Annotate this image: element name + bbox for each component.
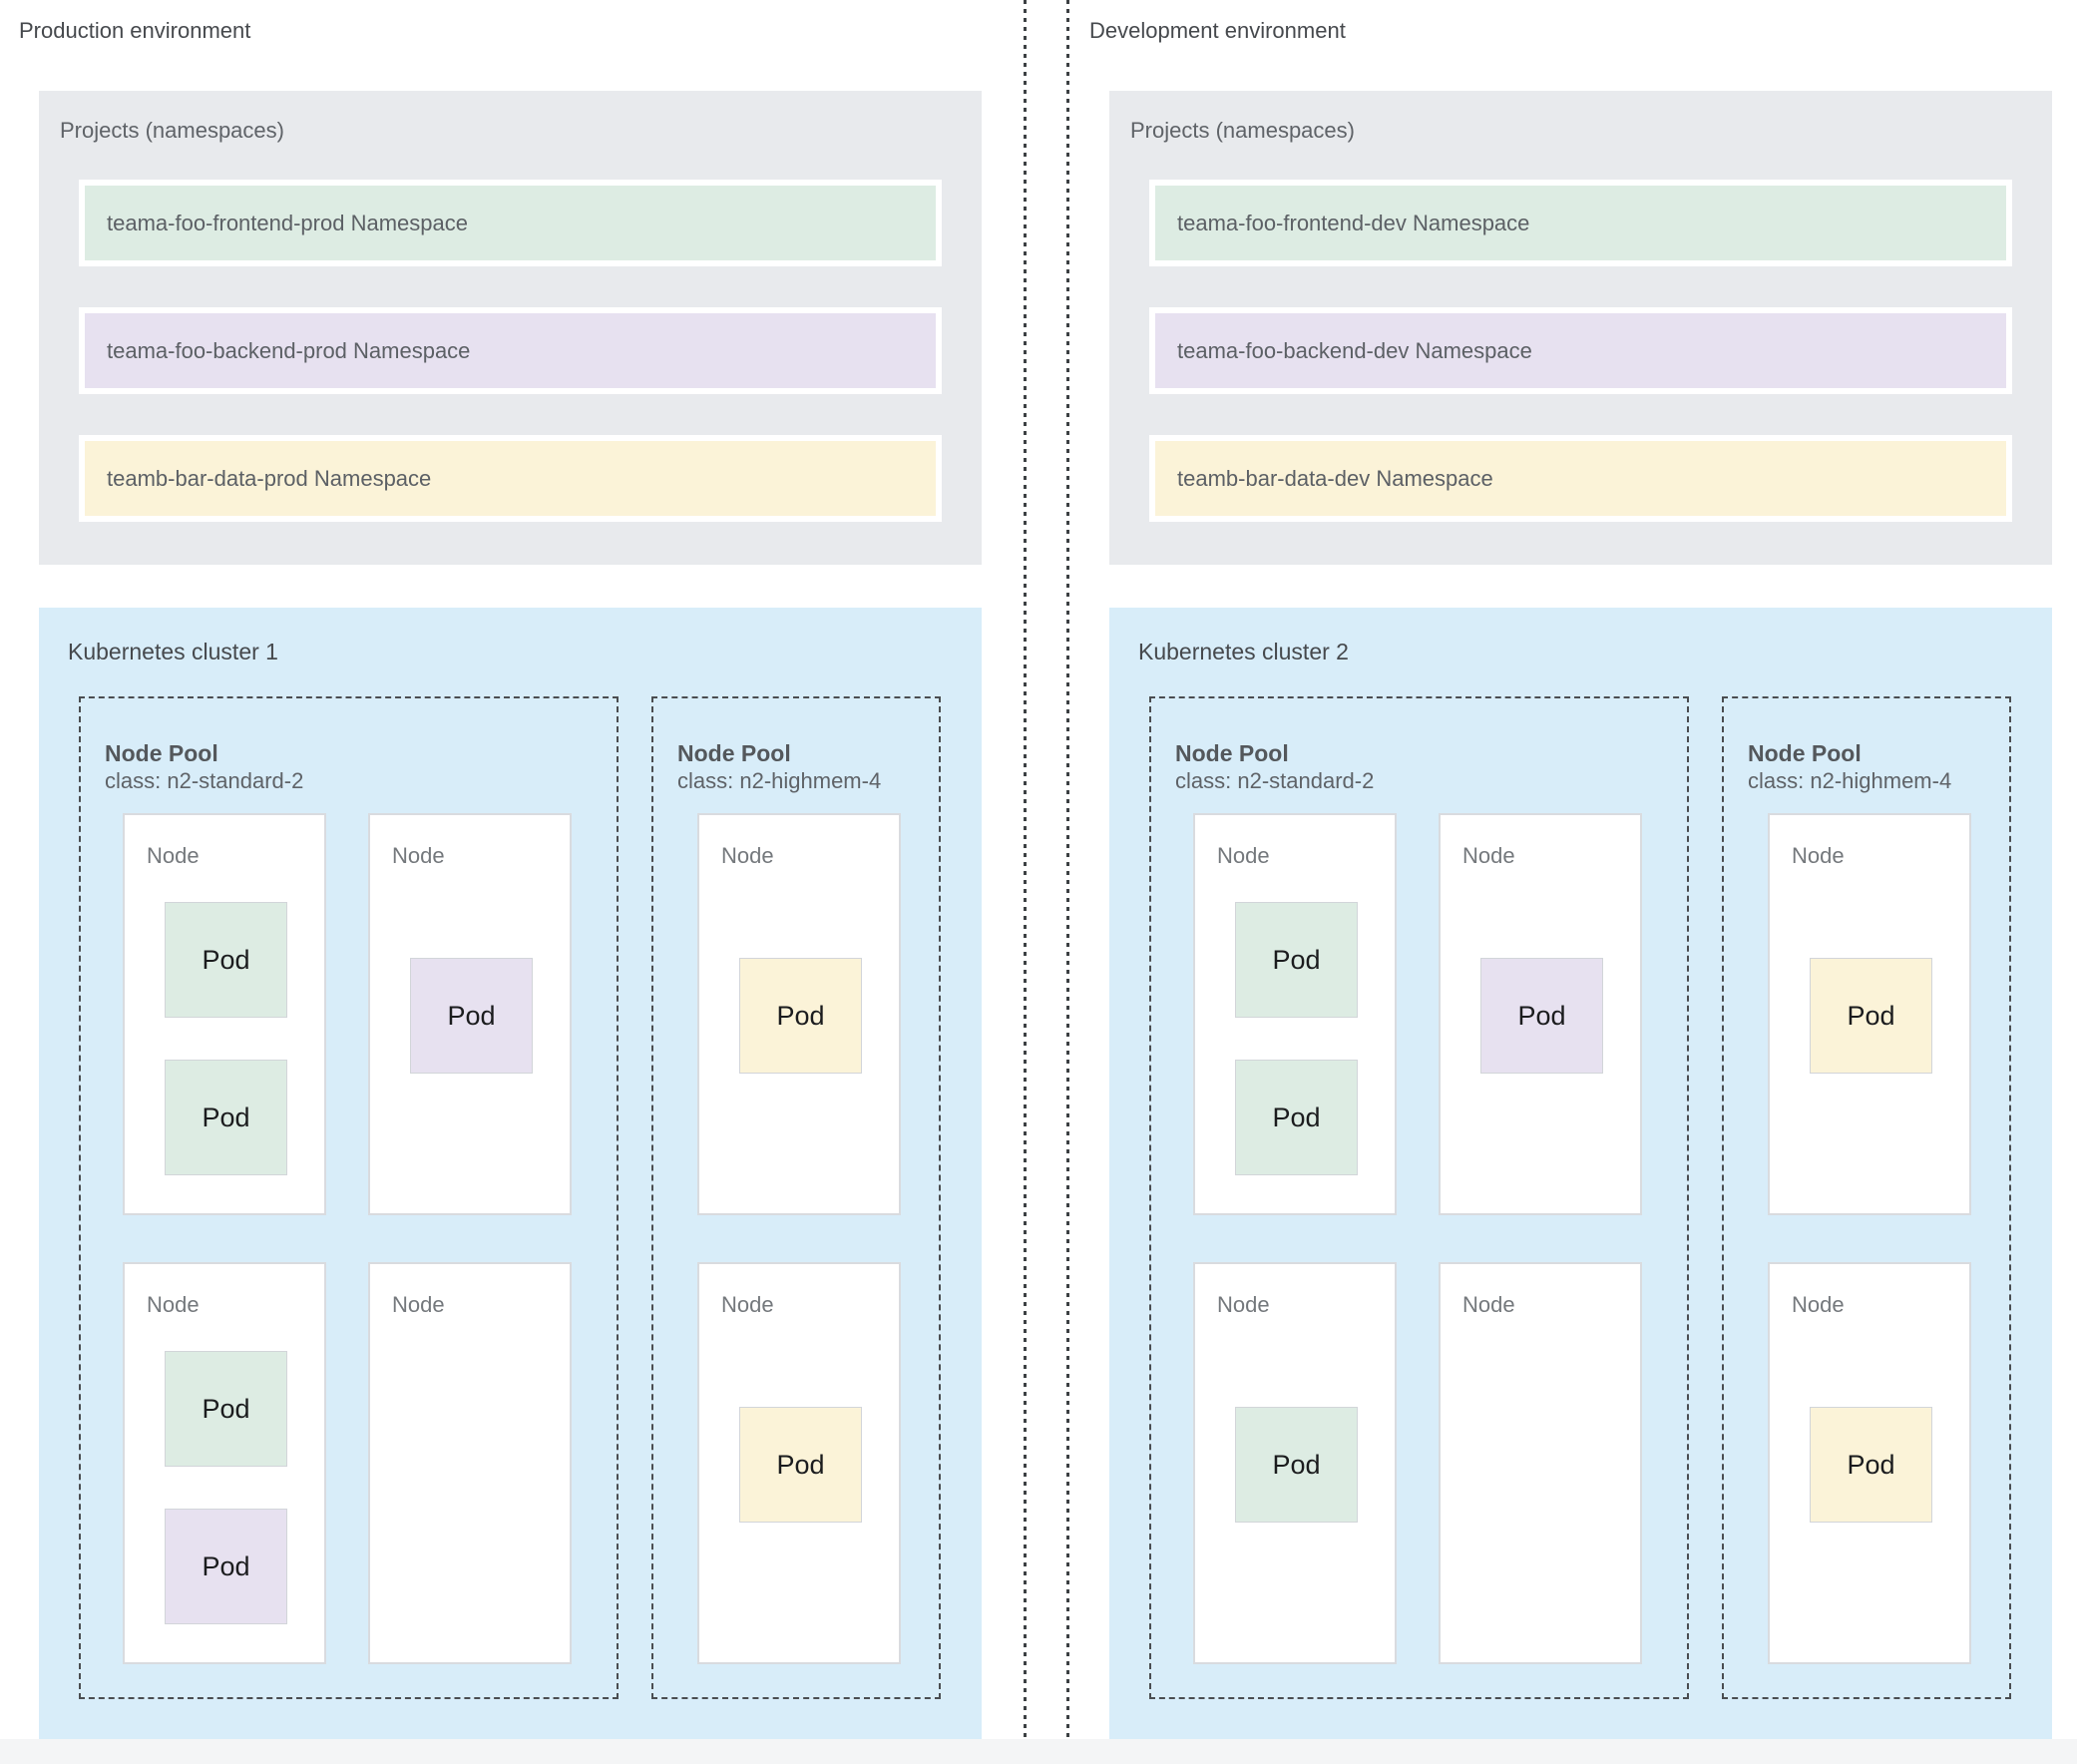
node-pool-standard: Node Pool class: n2-standard-2 Node Pod … <box>79 696 619 1699</box>
pod: Pod <box>1235 1060 1358 1175</box>
pod-label: Pod <box>1272 1102 1321 1132</box>
pod: Pod <box>1810 958 1932 1074</box>
pod-label: Pod <box>776 1449 825 1480</box>
environment-divider-line-left <box>1024 0 1027 1764</box>
node-empty: Node <box>1439 1262 1642 1664</box>
node-pool-class: class: n2-standard-2 <box>105 768 304 793</box>
pod: Pod <box>165 1351 287 1467</box>
node-pool-class: class: n2-highmem-4 <box>677 768 882 793</box>
node-label: Node <box>1462 843 1515 868</box>
node-label: Node <box>721 843 774 868</box>
projects-namespaces-box: Projects (namespaces) teama-foo-frontend… <box>1109 91 2052 565</box>
environment-divider-line-right <box>1066 0 1069 1764</box>
namespace-label: teama-foo-frontend-prod Namespace <box>107 210 468 235</box>
pod: Pod <box>739 1407 862 1523</box>
pod-label: Pod <box>1517 1000 1566 1031</box>
pod-label: Pod <box>202 1550 250 1581</box>
pod-label: Pod <box>776 1000 825 1031</box>
projects-namespaces-box: Projects (namespaces) teama-foo-frontend… <box>39 91 982 565</box>
node-pool-title: Node Pool <box>1748 740 1862 766</box>
node-label: Node <box>147 1292 200 1317</box>
node: Node Pod <box>1768 1262 1971 1664</box>
node-pool-highmem: Node Pool class: n2-highmem-4 Node Pod N… <box>1722 696 2011 1699</box>
node-label: Node <box>392 1292 445 1317</box>
pod: Pod <box>1235 902 1358 1018</box>
node-pool-header: Node Pool class: n2-highmem-4 <box>1748 740 1951 794</box>
node-pool-title: Node Pool <box>105 740 218 766</box>
node: Node Pod Pod <box>123 813 326 1215</box>
pod-label: Pod <box>202 1393 250 1424</box>
node-label: Node <box>1462 1292 1515 1317</box>
environment-title: Development environment <box>1089 18 1346 43</box>
pod: Pod <box>410 958 533 1074</box>
production-environment-panel: Production environment Projects (namespa… <box>19 0 982 1764</box>
projects-box-title: Projects (namespaces) <box>60 118 284 143</box>
node-pool-title: Node Pool <box>677 740 791 766</box>
pod-label: Pod <box>202 944 250 975</box>
node-label: Node <box>721 1292 774 1317</box>
namespace-label: teamb-bar-data-dev Namespace <box>1177 465 1493 491</box>
node-label: Node <box>1217 843 1270 868</box>
node-pool-standard: Node Pool class: n2-standard-2 Node Pod … <box>1149 696 1689 1699</box>
pod: Pod <box>1480 958 1603 1074</box>
node-pool-highmem: Node Pool class: n2-highmem-4 Node Pod N… <box>651 696 941 1699</box>
namespace-label: teama-foo-frontend-dev Namespace <box>1177 210 1530 235</box>
node-label: Node <box>1217 1292 1270 1317</box>
cluster-title: Kubernetes cluster 1 <box>68 639 278 664</box>
namespace-label: teama-foo-backend-dev Namespace <box>1177 337 1532 363</box>
pod-label: Pod <box>202 1102 250 1132</box>
node: Node Pod <box>1768 813 1971 1215</box>
node-label: Node <box>147 843 200 868</box>
kubernetes-cluster-2-box: Kubernetes cluster 2 Node Pool class: n2… <box>1109 608 2052 1739</box>
node-pool-class: class: n2-standard-2 <box>1175 768 1375 793</box>
environment-title: Production environment <box>19 18 251 43</box>
namespace-bar-frontend-prod: teama-foo-frontend-prod Namespace <box>79 180 942 266</box>
namespace-label: teamb-bar-data-prod Namespace <box>107 465 432 491</box>
node: Node Pod <box>1439 813 1642 1215</box>
pod-label: Pod <box>1847 1000 1895 1031</box>
node-pool-class: class: n2-highmem-4 <box>1748 768 1952 793</box>
pod-label: Pod <box>1272 944 1321 975</box>
namespace-bar-backend-dev: teama-foo-backend-dev Namespace <box>1149 307 2012 394</box>
namespace-bar-backend-prod: teama-foo-backend-prod Namespace <box>79 307 942 394</box>
node-label: Node <box>1792 843 1845 868</box>
pod: Pod <box>165 1509 287 1624</box>
node-label: Node <box>1792 1292 1845 1317</box>
node-pool-header: Node Pool class: n2-highmem-4 <box>677 740 881 794</box>
pod: Pod <box>1810 1407 1932 1523</box>
node-empty: Node <box>368 1262 572 1664</box>
pod-label: Pod <box>1847 1449 1895 1480</box>
node: Node Pod <box>697 1262 901 1664</box>
node-pool-header: Node Pool class: n2-standard-2 <box>105 740 303 794</box>
node: Node Pod <box>697 813 901 1215</box>
cluster-title: Kubernetes cluster 2 <box>1138 639 1349 664</box>
pod-label: Pod <box>1272 1449 1321 1480</box>
node: Node Pod <box>1193 1262 1397 1664</box>
node: Node Pod Pod <box>123 1262 326 1664</box>
namespace-label: teama-foo-backend-prod Namespace <box>107 337 471 363</box>
projects-box-title: Projects (namespaces) <box>1130 118 1355 143</box>
namespace-bar-data-prod: teamb-bar-data-prod Namespace <box>79 435 942 522</box>
node-label: Node <box>392 843 445 868</box>
node: Node Pod Pod <box>1193 813 1397 1215</box>
pod: Pod <box>739 958 862 1074</box>
node-pool-title: Node Pool <box>1175 740 1289 766</box>
pod: Pod <box>165 902 287 1018</box>
namespace-bar-frontend-dev: teama-foo-frontend-dev Namespace <box>1149 180 2012 266</box>
pod: Pod <box>165 1060 287 1175</box>
pod: Pod <box>1235 1407 1358 1523</box>
node: Node Pod <box>368 813 572 1215</box>
development-environment-panel: Development environment Projects (namesp… <box>1089 0 2052 1764</box>
kubernetes-cluster-1-box: Kubernetes cluster 1 Node Pool class: n2… <box>39 608 982 1739</box>
bottom-strip <box>0 1739 2077 1764</box>
namespace-bar-data-dev: teamb-bar-data-dev Namespace <box>1149 435 2012 522</box>
node-pool-header: Node Pool class: n2-standard-2 <box>1175 740 1374 794</box>
pod-label: Pod <box>447 1000 496 1031</box>
